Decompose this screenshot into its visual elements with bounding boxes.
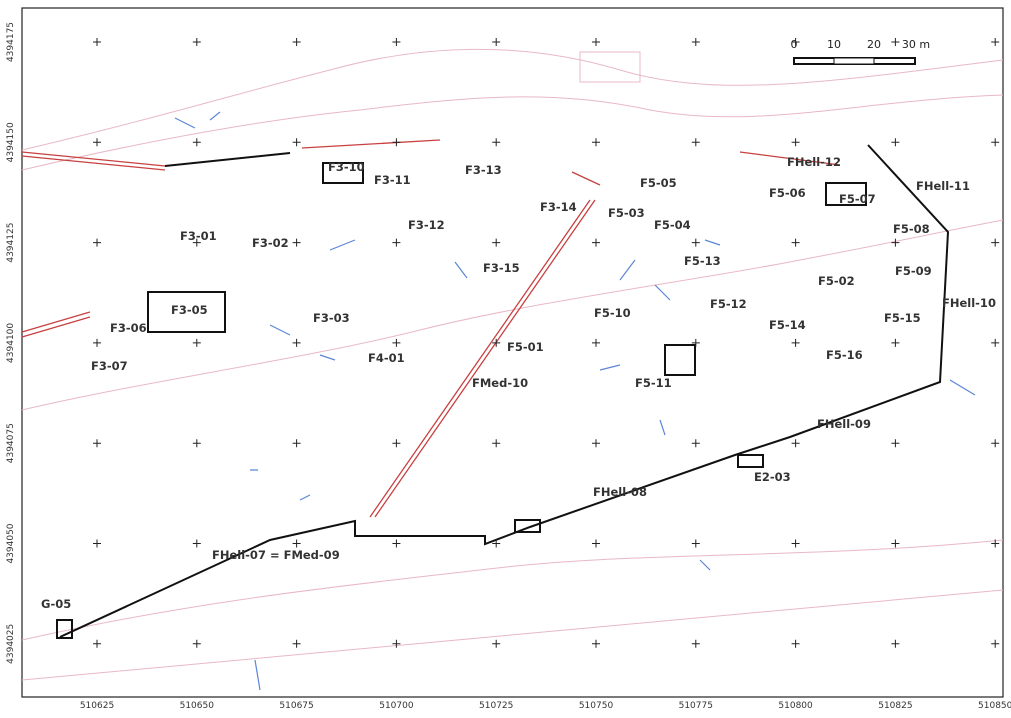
scale-label: 10 [827,38,841,51]
scale-label: 0 [791,38,798,51]
feature-label: F5-10 [594,306,631,320]
feature-label: F5-13 [684,254,721,268]
feature-label: F3-03 [313,311,350,325]
x-coord-label: 510850 [978,701,1011,711]
feature-label: F3-14 [540,200,577,214]
feature-label: FHell-12 [787,155,841,169]
feature-label: F5-07 [839,192,876,206]
feature-label: F5-04 [654,218,691,232]
feature-label: FHell-11 [916,179,970,193]
feature-label: FHell-08 [593,485,647,499]
x-coord-label: 510650 [180,701,215,711]
x-coord-label: 510625 [80,701,114,711]
feature-label: FHell-07 = FMed-09 [212,548,340,562]
y-coord-label: 4394175 [6,22,16,62]
y-coord-label: 4394150 [6,122,16,162]
feature-label: F5-03 [608,206,645,220]
feature-label: F5-06 [769,186,806,200]
feature-label: F3-01 [180,229,217,243]
feature-label: F5-09 [895,264,932,278]
feature-label: F5-02 [818,274,855,288]
feature-label: F3-02 [252,236,289,250]
feature-label: FHell-09 [817,417,871,431]
feature-label: F3-15 [483,261,520,275]
x-coord-label: 510675 [279,701,313,711]
y-coord-label: 4394075 [6,423,16,463]
feature-label: F5-14 [769,318,806,332]
feature-label: F3-10 [328,160,365,174]
feature-label: F3-06 [110,321,147,335]
feature-label: F3-12 [408,218,445,232]
feature-label: FMed-10 [472,376,528,390]
map: F3-10 F3-11 F3-13 F3-14 F5-03 F5-05 FHel… [0,0,1011,714]
feature-label: F5-11 [635,376,672,390]
y-coord-label: 4394100 [6,323,16,363]
y-coord-label: 4394050 [6,523,16,563]
feature-label: F5-12 [710,297,747,311]
feature-label: F4-01 [368,351,405,365]
x-coord-label: 510700 [379,701,414,711]
scale-label: 20 [867,38,881,51]
feature-label: F3-07 [91,359,128,373]
x-coord-label: 510825 [878,701,912,711]
feature-label: F5-05 [640,176,677,190]
scale-label: 30 m [902,38,930,51]
feature-label: F3-13 [465,163,502,177]
feature-label: F5-01 [507,340,544,354]
feature-label: F5-08 [893,222,930,236]
y-coord-label: 4394025 [6,624,16,664]
feature-label: G-05 [41,597,71,611]
x-coord-label: 510725 [479,701,513,711]
feature-label: F5-16 [826,348,863,362]
feature-label: F3-05 [171,303,208,317]
x-coord-label: 510775 [679,701,713,711]
feature-label: F3-11 [374,173,411,187]
x-coord-label: 510800 [778,701,813,711]
feature-label: F5-15 [884,311,921,325]
y-coord-label: 4394125 [6,223,16,263]
feature-label: FHell-10 [942,296,996,310]
x-coord-label: 510750 [579,701,614,711]
feature-label: E2-03 [754,470,791,484]
